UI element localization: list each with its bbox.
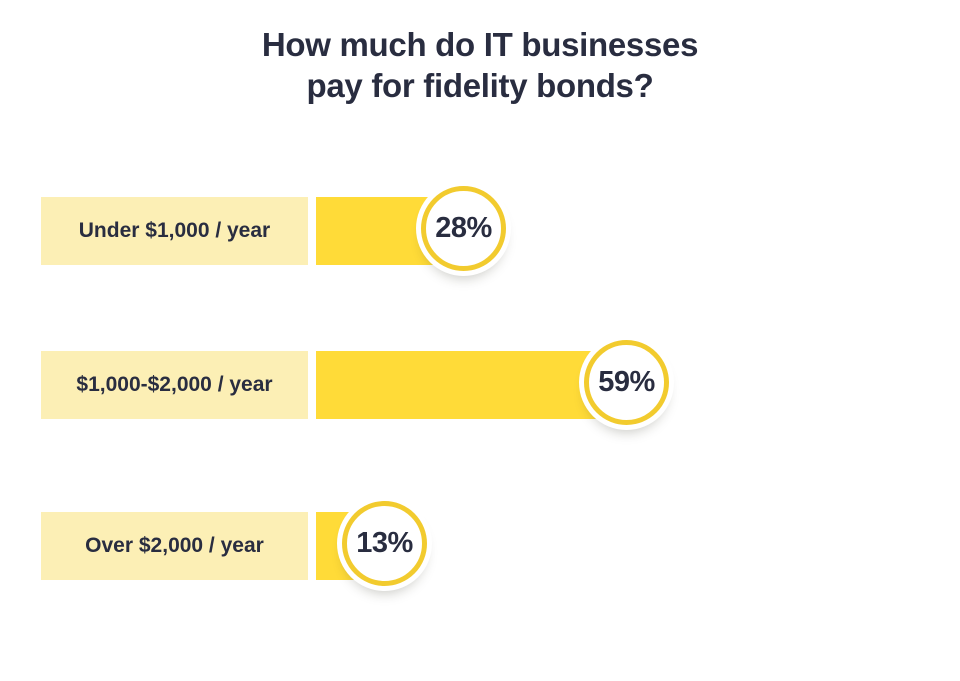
value-label-1000-2000: 59%: [598, 366, 655, 398]
value-bubble-over-2000: 13%: [342, 501, 427, 586]
chart-title: How much do IT businesses pay for fideli…: [0, 24, 960, 106]
category-label-over-2000: Over $2,000 / year: [41, 512, 308, 580]
value-label-over-2000: 13%: [356, 527, 413, 559]
value-label-under-1000: 28%: [435, 212, 492, 244]
bar-row-over-2000: Over $2,000 / year 13%: [0, 501, 960, 586]
category-label-under-1000: Under $1,000 / year: [41, 197, 308, 265]
value-bubble-under-1000: 28%: [421, 186, 506, 271]
value-bubble-1000-2000: 59%: [584, 340, 669, 425]
chart-title-line1: How much do IT businesses: [261, 26, 699, 63]
bar-1000-2000: [316, 351, 626, 419]
category-label-1000-2000: $1,000-$2,000 / year: [41, 351, 308, 419]
chart-title-line2: pay for fidelity bonds?: [306, 67, 654, 104]
bar-row-under-1000: Under $1,000 / year 28%: [0, 186, 960, 271]
bar-row-1000-2000: $1,000-$2,000 / year 59%: [0, 340, 960, 425]
